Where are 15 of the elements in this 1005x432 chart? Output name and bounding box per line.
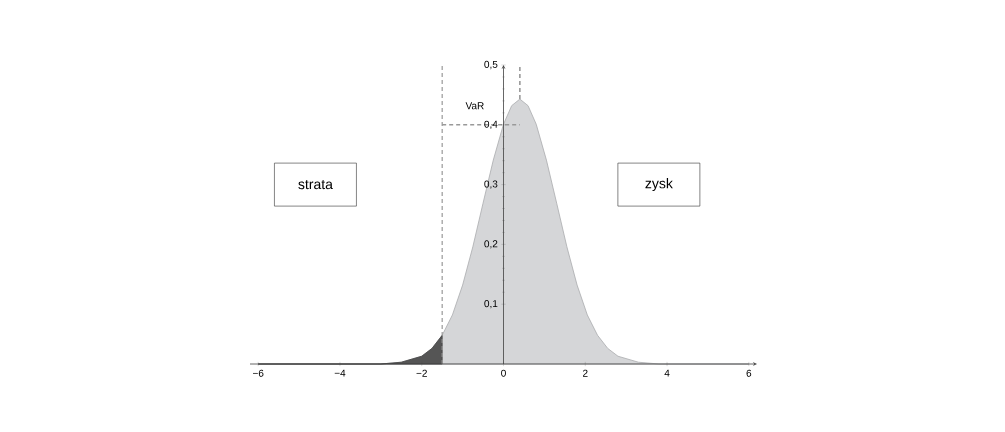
- y-tick-label: 0,2: [484, 240, 498, 249]
- x-tick-label: 2: [583, 369, 588, 377]
- annotation: VaR: [465, 102, 484, 110]
- x-tick-label: 0: [501, 369, 506, 377]
- y-tick-label: 0,4: [484, 120, 498, 129]
- x-tick-label: 4: [664, 369, 670, 377]
- x-tick-label: −2: [416, 369, 427, 377]
- x-tick-label: −6: [252, 369, 264, 377]
- annotation: strata: [298, 180, 333, 190]
- y-tick-label: 0,3: [484, 180, 498, 189]
- y-tick-label: 0,5: [484, 60, 498, 70]
- x-tick-label: −4: [334, 369, 346, 377]
- y-tick-label: 0,1: [484, 300, 498, 309]
- x-tick-label: 6: [746, 369, 752, 377]
- annotation: zysk: [645, 178, 673, 192]
